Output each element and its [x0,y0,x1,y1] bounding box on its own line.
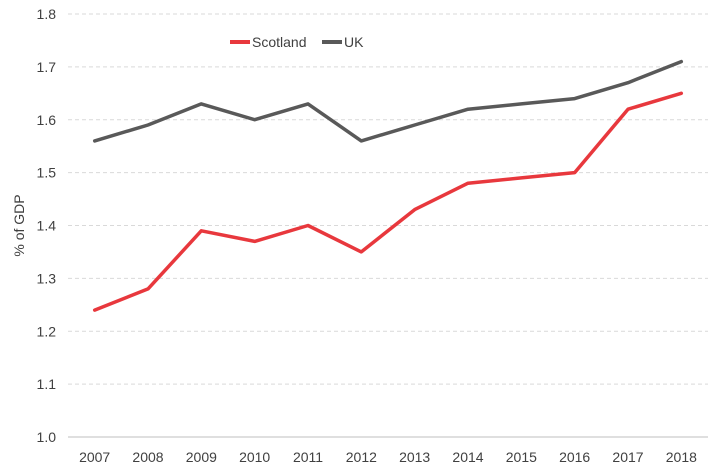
x-tick-label: 2007 [79,449,110,465]
y-tick-label: 1.1 [37,376,57,392]
data-point-scotland [466,181,470,185]
data-point-uk [519,102,523,106]
y-tick-label: 1.3 [37,270,57,286]
data-point-scotland [679,91,683,95]
data-point-uk [93,139,97,143]
data-point-uk [359,139,363,143]
x-tick-label: 2012 [346,449,377,465]
series-line-scotland [92,91,684,312]
y-tick-label: 1.0 [37,429,57,445]
legend-label-scotland: Scotland [252,34,306,50]
x-tick-label: 2018 [666,449,697,465]
y-tick-label: 1.2 [37,323,57,339]
data-point-scotland [146,287,150,291]
data-point-uk [626,81,630,85]
data-point-uk [306,102,310,106]
data-point-scotland [573,171,577,175]
x-tick-label: 2009 [186,449,217,465]
data-point-uk [199,102,203,106]
data-point-uk [413,123,417,127]
x-tick-label: 2015 [506,449,537,465]
x-tick-label: 2010 [239,449,270,465]
data-point-uk [573,97,577,101]
series-lines [92,59,684,312]
x-tick-label: 2013 [399,449,430,465]
data-point-scotland [519,176,523,180]
legend-label-uk: UK [344,34,364,50]
data-point-scotland [413,208,417,212]
y-tick-label: 1.4 [37,218,57,234]
y-tick-label: 1.8 [37,6,57,22]
gridlines [68,13,708,385]
data-point-uk [253,118,257,122]
data-point-scotland [306,224,310,228]
y-tick-label: 1.5 [37,165,57,181]
data-point-scotland [626,107,630,111]
x-tick-label: 2016 [559,449,590,465]
x-tick-label: 2011 [293,449,323,465]
data-point-scotland [199,229,203,233]
data-point-uk [146,123,150,127]
y-axis-title: % of GDP [11,194,27,256]
data-point-scotland [253,239,257,243]
data-point-uk [679,60,683,64]
data-point-scotland [359,250,363,254]
axes: 1.0 1.1 1.2 1.3 1.4 1.5 1.6 1.7 1.8 2007 2008 2009 2… [37,6,708,465]
series-line-uk [92,59,684,143]
y-tick-label: 1.6 [37,112,57,128]
legend: Scotland UK [230,34,364,50]
x-tick-label: 2014 [452,449,483,465]
y-tick-label: 1.7 [37,59,57,75]
x-tick-label: 2008 [132,449,163,465]
x-tick-label: 2017 [612,449,643,465]
data-point-scotland [93,308,97,312]
data-point-uk [466,107,470,111]
